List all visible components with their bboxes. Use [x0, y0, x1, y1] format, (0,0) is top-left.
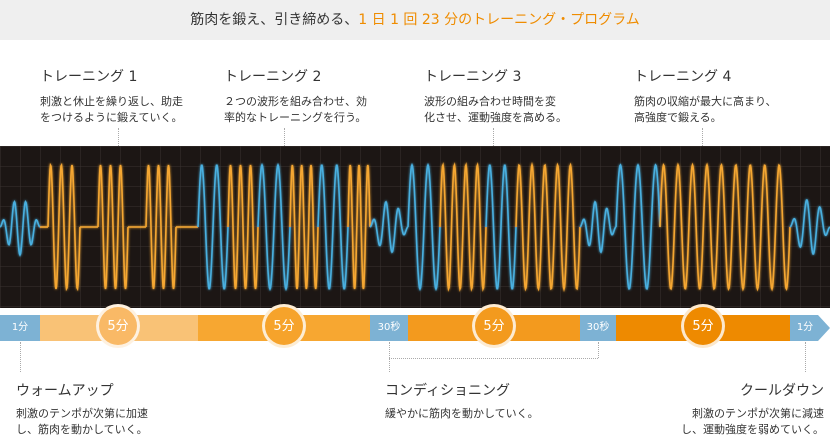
conditioning-1-wave — [369, 200, 409, 254]
training-1-desc: 刺激と休止を繰り返し、助走 をつけるように鍛えていく。 — [40, 94, 183, 126]
conditioning-connector-2 — [598, 342, 599, 358]
training-1-burst-1 — [47, 162, 81, 292]
cooldown-segment — [790, 315, 830, 341]
cooldown-desc-line2: し、運動強度を弱めていく。 — [681, 423, 824, 436]
training-1-duration: 5分 — [96, 304, 140, 348]
warmup-time: 1分 — [11, 322, 29, 333]
cooldown-wave — [789, 199, 830, 255]
training-3-title: トレーニング 3 — [424, 69, 522, 85]
training-4-desc: 筋肉の収縮が最大に高まり、 高強度で鍛える。 — [634, 94, 777, 126]
training-2-title: トレーニング 2 — [224, 69, 322, 85]
cooldown-desc-line1: 刺激のテンポが次第に減速 — [692, 407, 824, 420]
connector-4 — [702, 128, 703, 146]
conditioning-connector-h — [389, 358, 598, 359]
conditioning-desc-line1: 緩やかに筋肉を動かしていく。 — [385, 407, 539, 420]
waveform-display — [0, 146, 830, 308]
training-3-orange-2 — [515, 161, 581, 293]
conditioning-2-time: 30秒 — [586, 322, 610, 333]
training-2-blue-1 — [197, 164, 229, 290]
warmup-segment — [0, 315, 40, 341]
cooldown-connector — [805, 342, 806, 372]
conditioning-2-segment — [580, 315, 616, 341]
training-1-desc-line2: をつけるように鍛えていく。 — [40, 111, 183, 124]
training-1-desc-line1: 刺激と休止を繰り返し、助走 — [40, 95, 183, 108]
cooldown-desc: 刺激のテンポが次第に減速 し、運動強度を弱めていく。 — [681, 406, 824, 438]
cooldown-time: 1分 — [796, 322, 814, 333]
training-2-blue-3 — [317, 164, 349, 290]
training-1-burst-3 — [145, 164, 177, 290]
conditioning-1-segment — [370, 315, 408, 341]
training-1-burst-2 — [97, 164, 129, 290]
training-3-duration: 5分 — [472, 304, 516, 348]
training-2-orange-2 — [289, 164, 319, 290]
training-4-duration: 5分 — [681, 304, 725, 348]
warmup-desc-line2: し、筋肉を動かしていく。 — [16, 423, 148, 436]
conditioning-title: コンディショニング — [385, 383, 511, 399]
training-4-desc-line2: 高強度で鍛える。 — [634, 111, 722, 124]
warmup-desc-line1: 刺激のテンポが次第に加速 — [16, 407, 148, 420]
training-2-desc-line1: ２つの波形を組み合わせ、効 — [224, 95, 367, 108]
training-4-orange — [659, 162, 791, 292]
training-4-blue-1 — [615, 163, 661, 290]
title-highlight: 1 日 1 回 23 分のトレーニング・プログラム — [358, 12, 640, 28]
training-2-orange-1 — [227, 164, 259, 290]
cooldown-title: クールダウン — [740, 383, 824, 399]
training-2-desc-line2: 率的なトレーニングを行う。 — [224, 111, 367, 124]
training-3-blue-1 — [407, 162, 441, 292]
warmup-wave — [0, 199, 41, 257]
training-3-desc-line1: 波形の組み合わせ時間を変 — [424, 95, 556, 108]
training-2-desc: ２つの波形を組み合わせ、効 率的なトレーニングを行う。 — [224, 94, 367, 126]
training-3-orange-1 — [439, 162, 487, 292]
training-3-blue-2 — [485, 164, 517, 290]
conditioning-connector — [389, 342, 390, 372]
warmup-connector — [20, 342, 21, 372]
training-2-orange-3 — [347, 164, 371, 290]
training-3-desc: 波形の組み合わせ時間を変 化させ、運動強度を高める。 — [424, 94, 567, 126]
training-4-desc-line1: 筋肉の収縮が最大に高まり、 — [634, 95, 777, 108]
conditioning-desc: 緩やかに筋肉を動かしていく。 — [385, 406, 539, 422]
title-main: 筋肉を鍛え、引き締める、 — [190, 12, 359, 28]
warmup-desc: 刺激のテンポが次第に加速 し、筋肉を動かしていく。 — [16, 406, 148, 438]
connector-3 — [493, 128, 494, 146]
warmup-title: ウォームアップ — [16, 383, 114, 399]
training-2-blue-2 — [257, 162, 291, 292]
training-3-desc-line2: 化させ、運動強度を高める。 — [424, 111, 567, 124]
connector-2 — [284, 128, 285, 146]
connector-1 — [118, 128, 119, 146]
training-4-title: トレーニング 4 — [634, 69, 732, 85]
conditioning-1-time: 30秒 — [377, 322, 401, 333]
training-2-duration: 5分 — [262, 304, 306, 348]
conditioning-2-wave — [579, 200, 617, 254]
training-1-title: トレーニング 1 — [40, 69, 138, 85]
page-title: 筋肉を鍛え、引き締める、1 日 1 回 23 分のトレーニング・プログラム — [0, 0, 830, 40]
